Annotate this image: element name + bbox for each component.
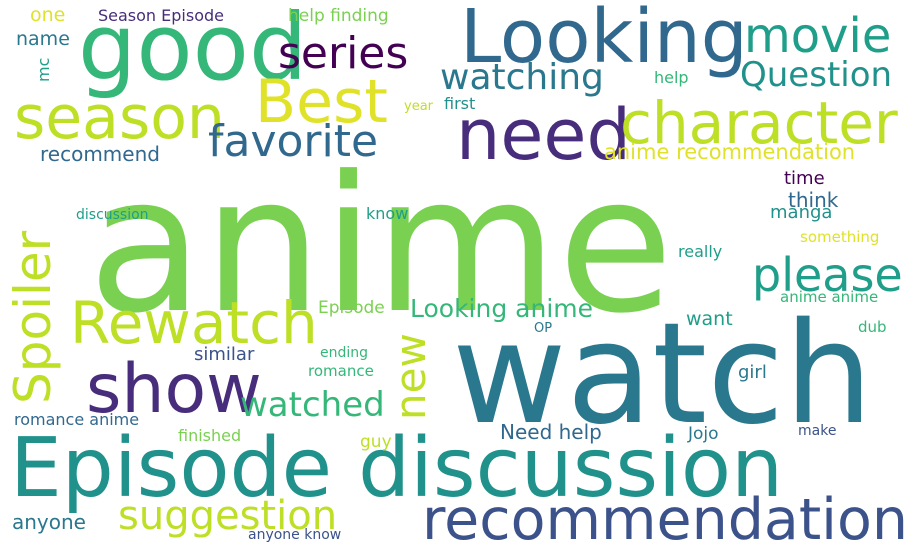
word-need: need [456, 94, 631, 176]
word-looking-anime: Looking anime [410, 294, 594, 323]
word-manga: manga [770, 202, 833, 223]
word-watch: watch [452, 293, 873, 456]
word-make: make [798, 423, 837, 439]
word-help-finding: help finding [288, 6, 389, 26]
word-recommend: recommend [40, 142, 160, 166]
word-name: name [16, 28, 70, 50]
word-anime-anime: anime anime [780, 288, 879, 306]
word-know: know [366, 204, 409, 223]
word-mc: mc [34, 57, 53, 82]
word-watching: watching [440, 57, 604, 98]
word-similar: similar [194, 344, 255, 365]
word-romance: romance [308, 362, 374, 380]
word-jojo: Jojo [688, 424, 719, 444]
word-guy: guy [360, 432, 392, 452]
word-watched: watched [240, 385, 385, 425]
word-new: new [386, 333, 435, 420]
word-episode: Episode [318, 298, 385, 318]
word-season-episode: Season Episode [98, 6, 224, 25]
word-anime-recommendation: anime recommendation [604, 140, 856, 164]
word-need-help: Need help [500, 420, 602, 444]
word-one: one [30, 4, 66, 26]
word-episode-discussion: Episode discussion [10, 421, 784, 516]
word-favorite: favorite [208, 116, 379, 167]
word-finished: finished [178, 426, 242, 445]
word-movie: movie [744, 8, 892, 64]
word-anyone: anyone [12, 510, 86, 534]
word-suggestion: suggestion [118, 493, 338, 539]
word-help: help [654, 68, 689, 87]
word-rewatch: Rewatch [70, 289, 318, 357]
word-really: really [678, 242, 723, 261]
word-romance-anime: romance anime [14, 410, 140, 429]
word-question: Question [740, 55, 893, 95]
word-want: want [686, 308, 733, 330]
word-dub: dub [858, 318, 887, 336]
word-show: show [86, 350, 262, 429]
word-ending: ending [320, 345, 369, 361]
word-first: first [444, 94, 476, 113]
word-spoiler: Spoiler [4, 230, 62, 404]
word-anyone-know: anyone know [248, 527, 342, 543]
word-girl: girl [738, 362, 767, 383]
word-op: OP [534, 321, 553, 336]
word-best: Best [255, 67, 388, 137]
word-time: time [784, 168, 825, 189]
word-season: season [14, 83, 225, 153]
word-series: series [278, 28, 409, 79]
word-anime: anime [88, 136, 674, 355]
word-character: character [620, 89, 898, 157]
word-please: please [752, 248, 903, 302]
word-year: year [404, 99, 434, 114]
word-think: think [788, 188, 839, 212]
word-good: good [78, 0, 308, 101]
word-something: something [800, 228, 880, 246]
word-looking: Looking [460, 0, 748, 80]
word-discussion: discussion [76, 207, 149, 223]
word-recommendation: recommendation [422, 487, 909, 553]
